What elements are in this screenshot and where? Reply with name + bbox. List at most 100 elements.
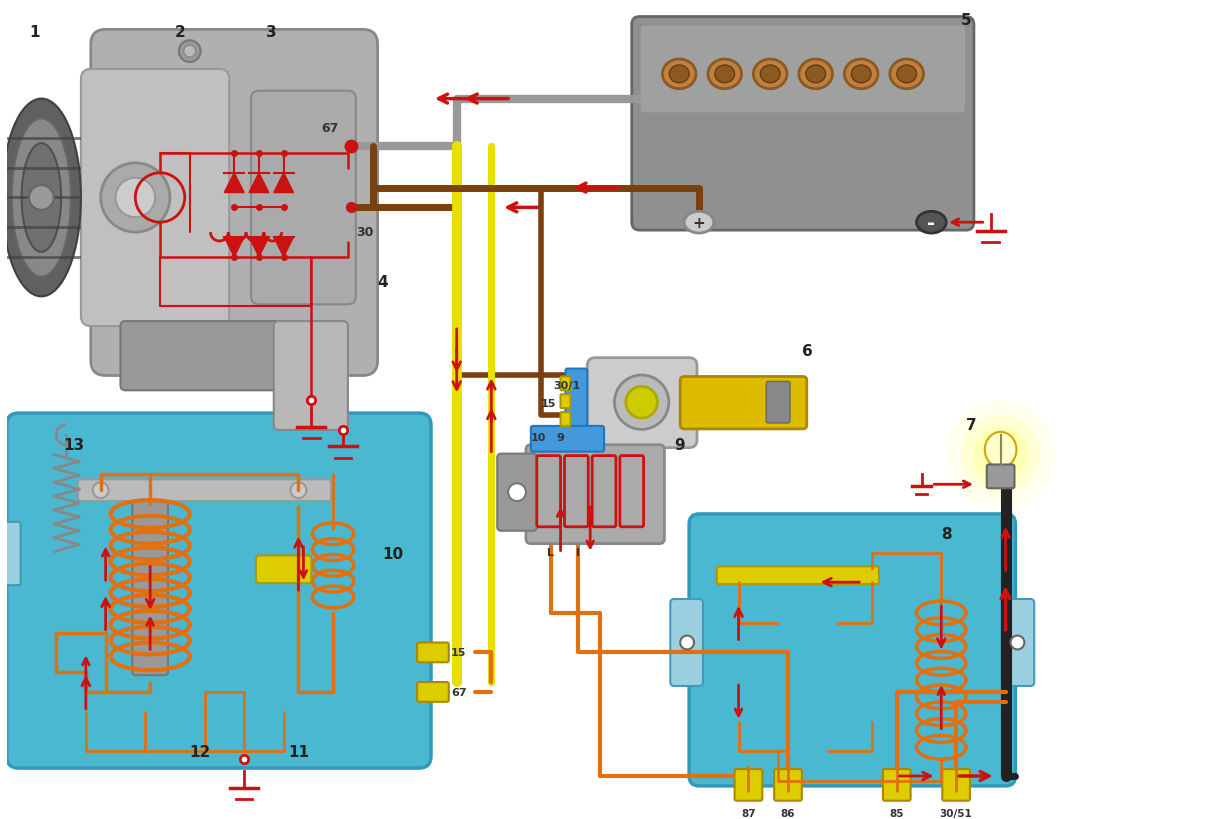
FancyBboxPatch shape — [717, 567, 879, 585]
Text: -: - — [927, 214, 935, 233]
FancyBboxPatch shape — [7, 414, 431, 768]
Ellipse shape — [22, 144, 61, 252]
Ellipse shape — [708, 60, 742, 89]
Ellipse shape — [101, 164, 171, 233]
FancyBboxPatch shape — [91, 30, 378, 376]
FancyBboxPatch shape — [417, 643, 448, 663]
Polygon shape — [248, 238, 269, 257]
Ellipse shape — [896, 66, 917, 84]
Ellipse shape — [844, 60, 878, 89]
Ellipse shape — [680, 636, 694, 649]
FancyBboxPatch shape — [775, 769, 801, 801]
Ellipse shape — [799, 60, 832, 89]
FancyBboxPatch shape — [987, 465, 1015, 489]
FancyBboxPatch shape — [883, 769, 911, 801]
Polygon shape — [224, 238, 244, 257]
Ellipse shape — [806, 66, 826, 84]
FancyBboxPatch shape — [766, 382, 790, 423]
Ellipse shape — [1, 99, 80, 297]
FancyBboxPatch shape — [560, 395, 570, 409]
FancyBboxPatch shape — [417, 682, 448, 702]
FancyBboxPatch shape — [734, 769, 762, 801]
Ellipse shape — [985, 432, 1017, 468]
FancyBboxPatch shape — [1001, 600, 1034, 686]
Ellipse shape — [754, 60, 787, 89]
FancyBboxPatch shape — [943, 769, 970, 801]
FancyBboxPatch shape — [497, 454, 537, 531]
Text: 9: 9 — [557, 432, 564, 442]
FancyBboxPatch shape — [560, 377, 570, 391]
FancyBboxPatch shape — [670, 600, 703, 686]
Text: 67: 67 — [322, 122, 339, 135]
Text: 13: 13 — [63, 437, 84, 453]
FancyBboxPatch shape — [121, 322, 289, 391]
Ellipse shape — [1011, 636, 1024, 649]
FancyBboxPatch shape — [689, 514, 1016, 786]
Text: 9: 9 — [674, 437, 685, 453]
FancyBboxPatch shape — [632, 17, 974, 231]
Text: 85: 85 — [889, 808, 904, 817]
FancyBboxPatch shape — [256, 556, 312, 583]
FancyBboxPatch shape — [251, 92, 356, 305]
Text: 4: 4 — [378, 274, 387, 290]
Text: 86: 86 — [781, 808, 795, 817]
FancyBboxPatch shape — [587, 358, 697, 448]
FancyBboxPatch shape — [560, 413, 570, 427]
Ellipse shape — [961, 415, 1040, 495]
Ellipse shape — [917, 212, 946, 233]
Ellipse shape — [685, 212, 714, 233]
Text: 87: 87 — [741, 808, 755, 817]
Text: 7: 7 — [966, 418, 977, 433]
FancyBboxPatch shape — [641, 26, 965, 113]
Text: 10: 10 — [382, 546, 403, 561]
Ellipse shape — [715, 66, 734, 84]
Ellipse shape — [93, 482, 108, 499]
Ellipse shape — [12, 120, 71, 278]
Ellipse shape — [973, 428, 1028, 482]
Ellipse shape — [614, 376, 669, 430]
Text: 67: 67 — [451, 687, 466, 697]
Text: 30/1: 30/1 — [553, 381, 580, 391]
Text: 10: 10 — [531, 432, 547, 442]
Ellipse shape — [508, 484, 526, 501]
Ellipse shape — [670, 66, 689, 84]
FancyBboxPatch shape — [0, 523, 21, 586]
FancyBboxPatch shape — [78, 480, 331, 501]
Text: 30/51: 30/51 — [940, 808, 972, 817]
FancyBboxPatch shape — [680, 377, 806, 429]
FancyBboxPatch shape — [526, 446, 664, 544]
FancyBboxPatch shape — [80, 70, 229, 327]
Ellipse shape — [626, 387, 658, 419]
Ellipse shape — [760, 66, 780, 84]
Text: 11: 11 — [287, 744, 309, 759]
Polygon shape — [248, 174, 269, 193]
Text: 15: 15 — [451, 648, 466, 658]
Text: +: + — [693, 215, 705, 230]
Ellipse shape — [851, 66, 871, 84]
Ellipse shape — [116, 179, 155, 218]
FancyBboxPatch shape — [531, 427, 604, 452]
Text: 12: 12 — [189, 744, 211, 759]
Text: 30: 30 — [356, 226, 373, 239]
Polygon shape — [274, 238, 294, 257]
Ellipse shape — [291, 482, 307, 499]
Text: 5: 5 — [961, 13, 971, 28]
Text: 1: 1 — [29, 25, 40, 40]
Text: I: I — [576, 547, 580, 557]
Text: 15: 15 — [541, 399, 555, 409]
FancyBboxPatch shape — [274, 322, 348, 430]
Ellipse shape — [890, 60, 923, 89]
Polygon shape — [274, 174, 294, 193]
Text: 3: 3 — [267, 25, 276, 40]
FancyBboxPatch shape — [565, 369, 587, 432]
Ellipse shape — [663, 60, 695, 89]
Polygon shape — [224, 174, 244, 193]
Ellipse shape — [179, 41, 201, 63]
Text: L: L — [547, 547, 554, 557]
Text: 6: 6 — [803, 344, 814, 359]
Ellipse shape — [184, 46, 196, 58]
Ellipse shape — [29, 186, 54, 210]
Ellipse shape — [946, 400, 1055, 509]
Text: 2: 2 — [174, 25, 185, 40]
Text: 8: 8 — [942, 527, 951, 541]
